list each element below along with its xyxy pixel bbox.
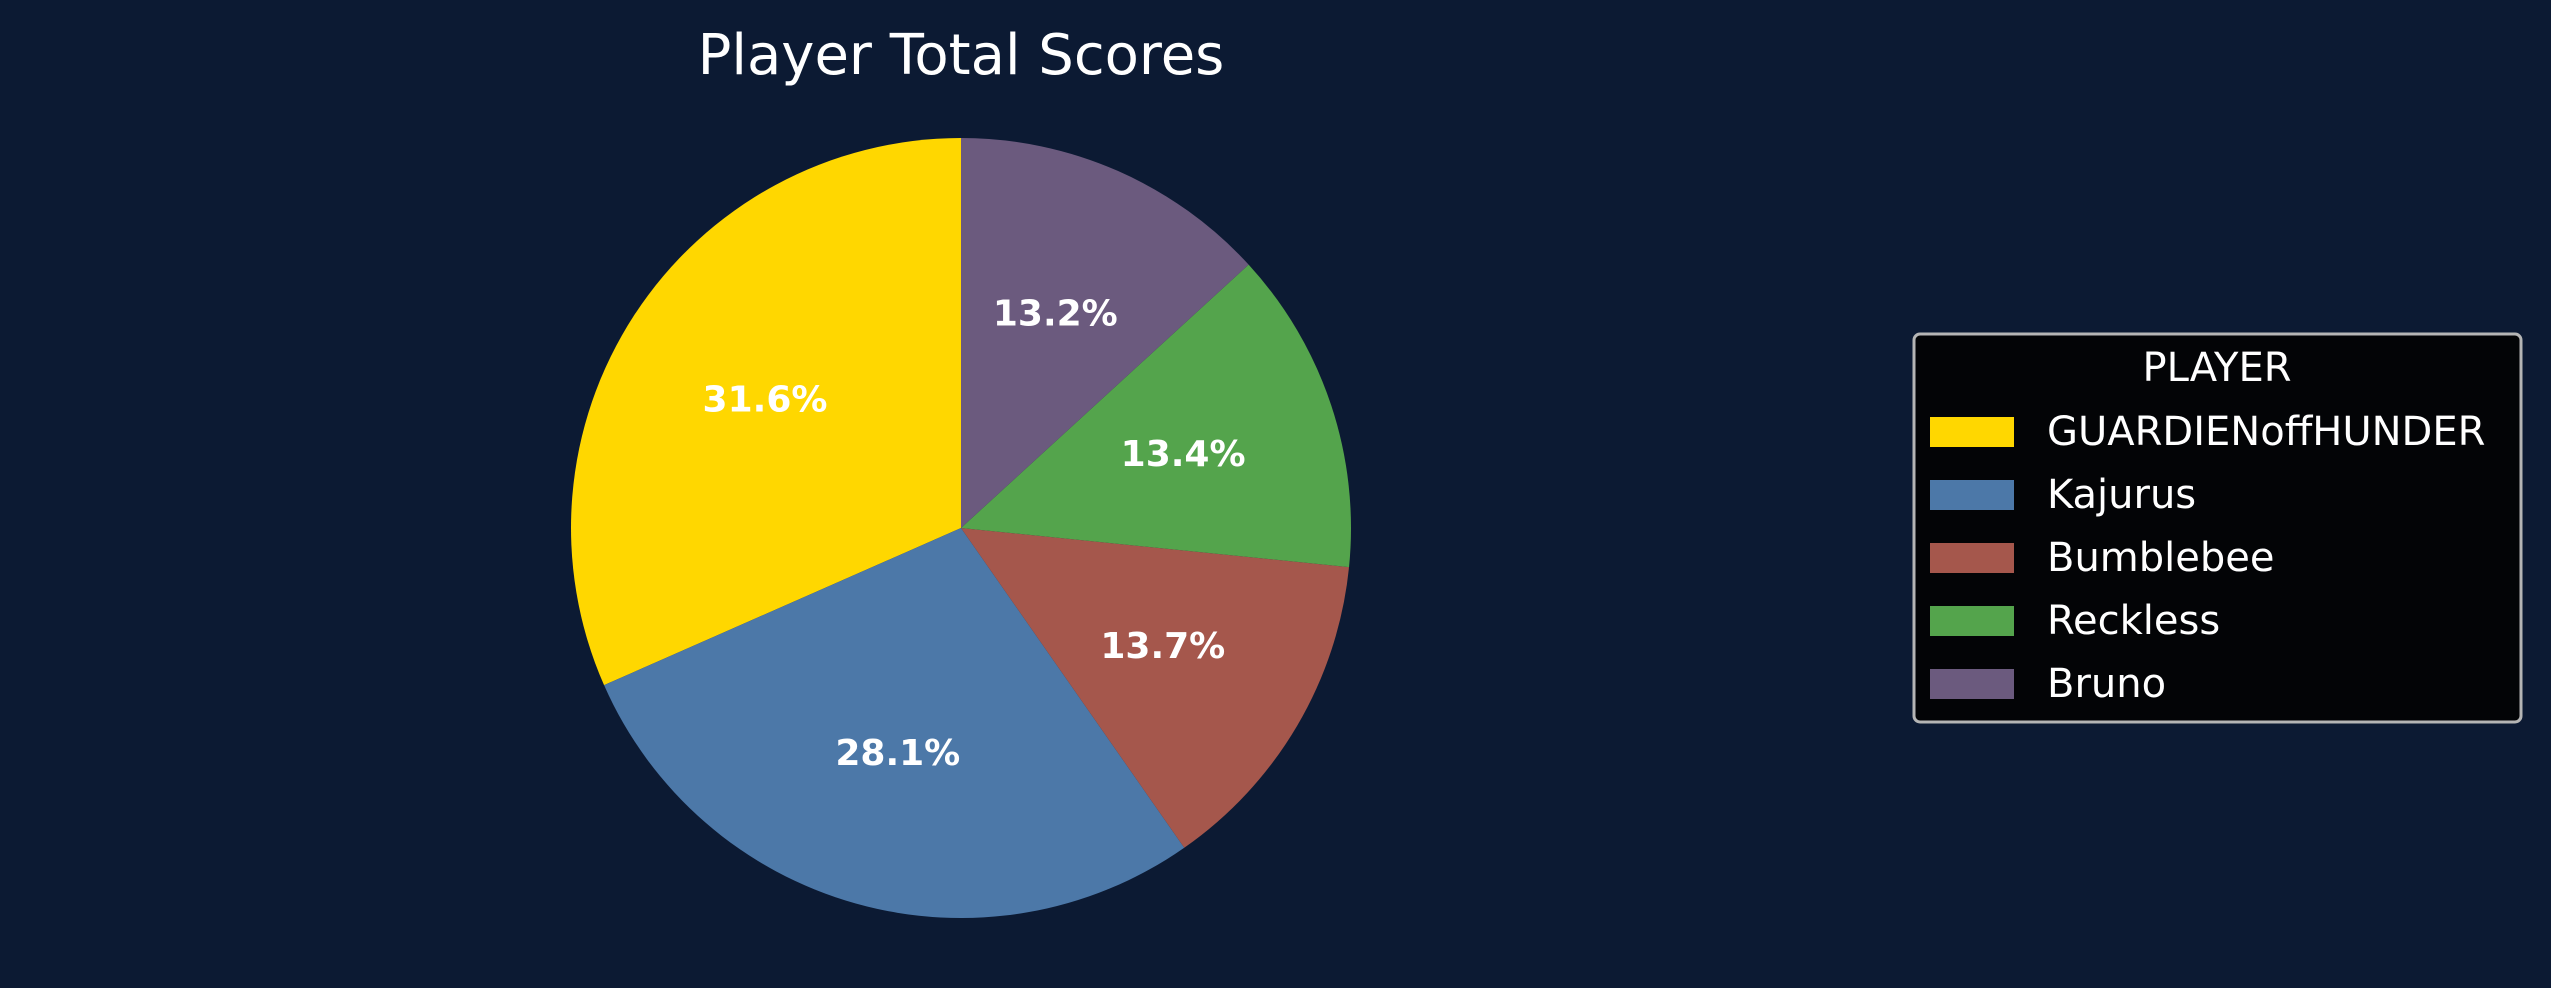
legend-label: GUARDIENoffHUNDER	[2047, 409, 2485, 455]
legend: PLAYER GUARDIENoffHUNDER Kajurus Bumblebee…	[1912, 332, 2523, 724]
legend-swatch	[1930, 606, 2014, 636]
pie-slice-label: 13.7%	[1100, 626, 1225, 667]
legend-box	[1912, 332, 2523, 724]
pie-slice-label: 13.4%	[1121, 434, 1246, 475]
legend-label: Kajurus	[2047, 472, 2196, 518]
pie-slice-label: 13.2%	[993, 293, 1118, 334]
pie-slice-label: 31.6%	[703, 380, 828, 421]
pie-slice	[961, 528, 1350, 848]
legend-entries: GUARDIENoffHUNDER Kajurus Bumblebee Reckles…	[1930, 409, 2485, 707]
pie-slice	[961, 138, 1249, 528]
legend-label: Reckless	[2047, 598, 2220, 644]
pie-slice	[604, 528, 1185, 918]
pie-slice-labels: 31.6% 28.1% 13.7% 13.4% 13.2%	[703, 293, 1246, 774]
pie-slice	[961, 264, 1351, 568]
pie-slice	[571, 138, 961, 686]
legend-label: Bruno	[2047, 661, 2166, 707]
pie-slices	[571, 138, 1351, 918]
legend-title: PLAYER	[2142, 345, 2291, 391]
chart-title: Player Total Scores	[698, 23, 1225, 88]
legend-swatch	[1930, 480, 2014, 510]
legend-label: Bumblebee	[2047, 535, 2274, 581]
legend-swatch	[1930, 417, 2014, 447]
legend-swatch	[1930, 669, 2014, 699]
legend-swatch	[1930, 543, 2014, 573]
pie-slice-label: 28.1%	[835, 733, 960, 774]
